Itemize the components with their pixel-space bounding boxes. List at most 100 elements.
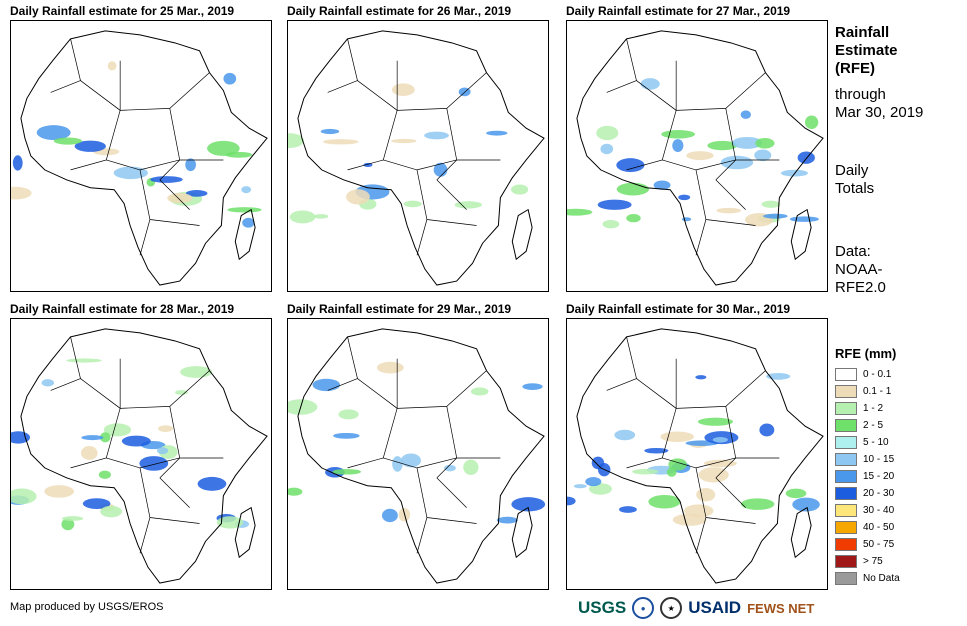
legend-item: 0.1 - 1 — [835, 383, 955, 400]
rainfall-area — [661, 129, 696, 139]
legend-swatch — [835, 470, 857, 483]
rainfall-area — [597, 199, 632, 210]
legend-label: 20 - 30 — [863, 488, 895, 499]
rainfall-area — [653, 180, 671, 190]
rainfall-area — [100, 432, 111, 443]
rainfall-area — [61, 516, 84, 521]
rainfall-area — [424, 131, 449, 140]
rainfall-area — [619, 506, 637, 513]
rainfall-area — [223, 72, 237, 85]
legend-swatch — [835, 419, 857, 432]
country-border — [106, 159, 180, 171]
panel-title: Daily Rainfall estimate for 28 Mar., 201… — [10, 302, 235, 316]
rainfall-area — [602, 219, 620, 229]
legend-item: 5 - 10 — [835, 434, 955, 451]
rainfall-area — [640, 78, 660, 90]
rainfall-area — [632, 468, 659, 475]
legend-swatch — [835, 402, 857, 415]
rainfall-area — [716, 207, 742, 214]
rainfall-area — [320, 128, 340, 135]
country-border — [725, 72, 766, 109]
legend-label: 0.1 - 1 — [863, 386, 892, 397]
rainfall-area — [322, 139, 359, 145]
rainfall-area — [755, 138, 775, 149]
legend-label: 10 - 15 — [863, 454, 895, 465]
agency-logos: USGS ● ★ USAID FEWS NET — [578, 595, 814, 621]
rainfall-area — [585, 477, 602, 487]
seal-icon: ★ — [660, 597, 683, 619]
map-panel-27mar: Daily Rainfall estimate for 27 Mar., 201… — [566, 4, 828, 292]
legend-swatch — [835, 487, 857, 500]
rainfall-area — [381, 508, 398, 523]
country-border — [50, 38, 81, 93]
legend-swatch — [835, 453, 857, 466]
rainfall-area — [648, 494, 681, 509]
legend-item: 20 - 30 — [835, 485, 955, 502]
rainfall-area — [66, 358, 102, 363]
panel-title: Daily Rainfall estimate for 26 Mar., 201… — [287, 4, 512, 18]
country-border — [159, 477, 190, 508]
rainfall-area — [644, 447, 669, 454]
madagascar-outline — [790, 506, 812, 559]
legend-item: 50 - 75 — [835, 536, 955, 553]
country-border — [139, 219, 151, 256]
rainfall-area — [216, 516, 244, 529]
country-border — [695, 219, 707, 256]
rainfall-area — [392, 456, 403, 472]
rainfall-area — [103, 423, 132, 437]
rainfall-area — [156, 447, 169, 455]
rainfall-map — [287, 20, 549, 292]
africa-coastline — [576, 30, 824, 286]
rainfall-area — [797, 151, 815, 164]
rainfall-area — [81, 435, 104, 441]
country-border — [636, 378, 726, 409]
map-panel-30mar: Daily Rainfall estimate for 30 Mar., 201… — [566, 302, 828, 590]
rainfall-area — [289, 210, 316, 224]
rainfall-area — [567, 208, 593, 216]
rainfall-area — [454, 201, 483, 209]
legend-label: 50 - 75 — [863, 539, 895, 550]
rainfall-area — [626, 213, 641, 223]
rainfall-area — [288, 487, 303, 496]
country-border — [357, 378, 447, 409]
country-border — [327, 38, 358, 93]
country-border — [446, 370, 487, 407]
rainfall-area — [113, 166, 148, 180]
country-border — [80, 80, 170, 111]
map-panel-29mar: Daily Rainfall estimate for 29 Mar., 201… — [287, 302, 549, 590]
rainfall-area — [510, 184, 529, 195]
legend-item: 30 - 40 — [835, 502, 955, 519]
rainfall-area — [470, 387, 489, 396]
rainfall-area — [761, 200, 781, 208]
legend-title: RFE (mm) — [835, 346, 897, 361]
legend-label: 1 - 2 — [863, 403, 884, 414]
rainfall-area — [759, 423, 775, 437]
legend-swatch — [835, 538, 857, 551]
country-border — [626, 408, 677, 469]
through-date: Mar 30, 2019 — [835, 104, 924, 121]
panel-title: Daily Rainfall estimate for 25 Mar., 201… — [10, 4, 235, 18]
legend-item: > 75 — [835, 553, 955, 570]
rainfall-area — [332, 468, 362, 475]
legend-swatch — [835, 368, 857, 381]
country-border — [50, 336, 81, 391]
rainfall-area — [41, 379, 55, 387]
map-panel-28mar: Daily Rainfall estimate for 28 Mar., 201… — [10, 302, 272, 590]
africa-coastline — [20, 30, 268, 286]
rainfall-map — [10, 318, 272, 590]
legend-label: No Data — [863, 573, 900, 584]
rainfall-area — [346, 189, 370, 205]
legend-label: > 75 — [863, 556, 883, 567]
country-border — [606, 38, 637, 93]
legend-swatch — [835, 521, 857, 534]
rainfall-area — [614, 429, 636, 441]
rainfall-area — [511, 497, 546, 512]
rainfall-map — [566, 318, 828, 590]
sidebar-title: (RFE) — [835, 60, 875, 77]
totals-label: Totals — [835, 180, 875, 197]
rainfall-area — [740, 498, 775, 510]
usaid-logo: USAID — [688, 598, 742, 617]
totals-label: Daily — [835, 162, 869, 179]
rainfall-area — [242, 217, 255, 228]
rainfall-area — [616, 182, 650, 196]
